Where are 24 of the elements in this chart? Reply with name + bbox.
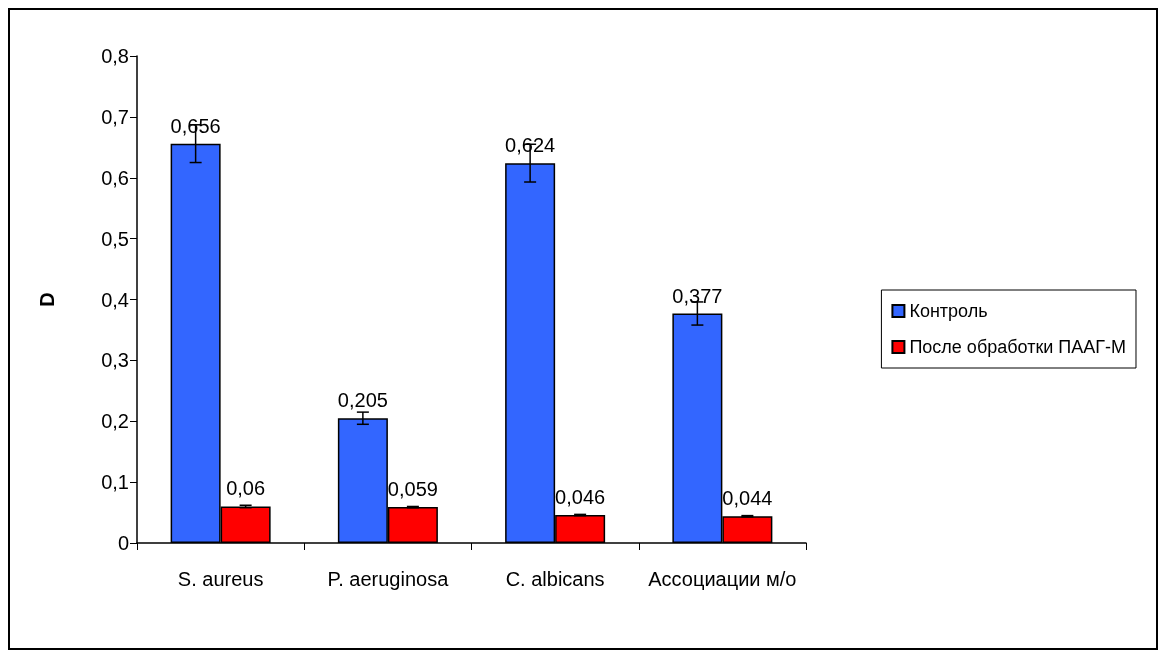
y-tick-label: 0,3 [101, 349, 129, 372]
data-label: 0,377 [672, 284, 723, 307]
legend-label: Контроль [909, 301, 988, 321]
y-tick-label: 0,7 [101, 105, 129, 128]
y-tick-label: 0,6 [101, 166, 129, 189]
y-tick-label: 0,1 [101, 471, 129, 494]
y-tick-label: 0,2 [101, 410, 129, 433]
y-tick-label: 0,8 [101, 45, 129, 67]
y-tick-label: 0,5 [101, 227, 129, 250]
y-tick-label: 0,4 [101, 288, 129, 311]
y-axis-title: D [36, 292, 58, 307]
data-label: 0,044 [722, 487, 773, 510]
data-label: 0,205 [337, 389, 388, 412]
x-tick-label: Ассоциации м/о [648, 568, 797, 590]
data-label: 0,656 [170, 114, 221, 137]
legend-label: После обработки ПААГ-М [909, 337, 1126, 357]
y-tick-label: 0 [117, 532, 129, 554]
data-label: 0,046 [555, 486, 606, 508]
data-label: 0,059 [387, 478, 438, 501]
x-tick-label: S. aureus [177, 568, 264, 590]
x-tick-label: C. albicans [505, 568, 605, 590]
data-label: 0,06 [226, 477, 266, 500]
x-tick-label: P. aeruginosa [327, 568, 450, 590]
data-label: 0,624 [505, 134, 556, 157]
